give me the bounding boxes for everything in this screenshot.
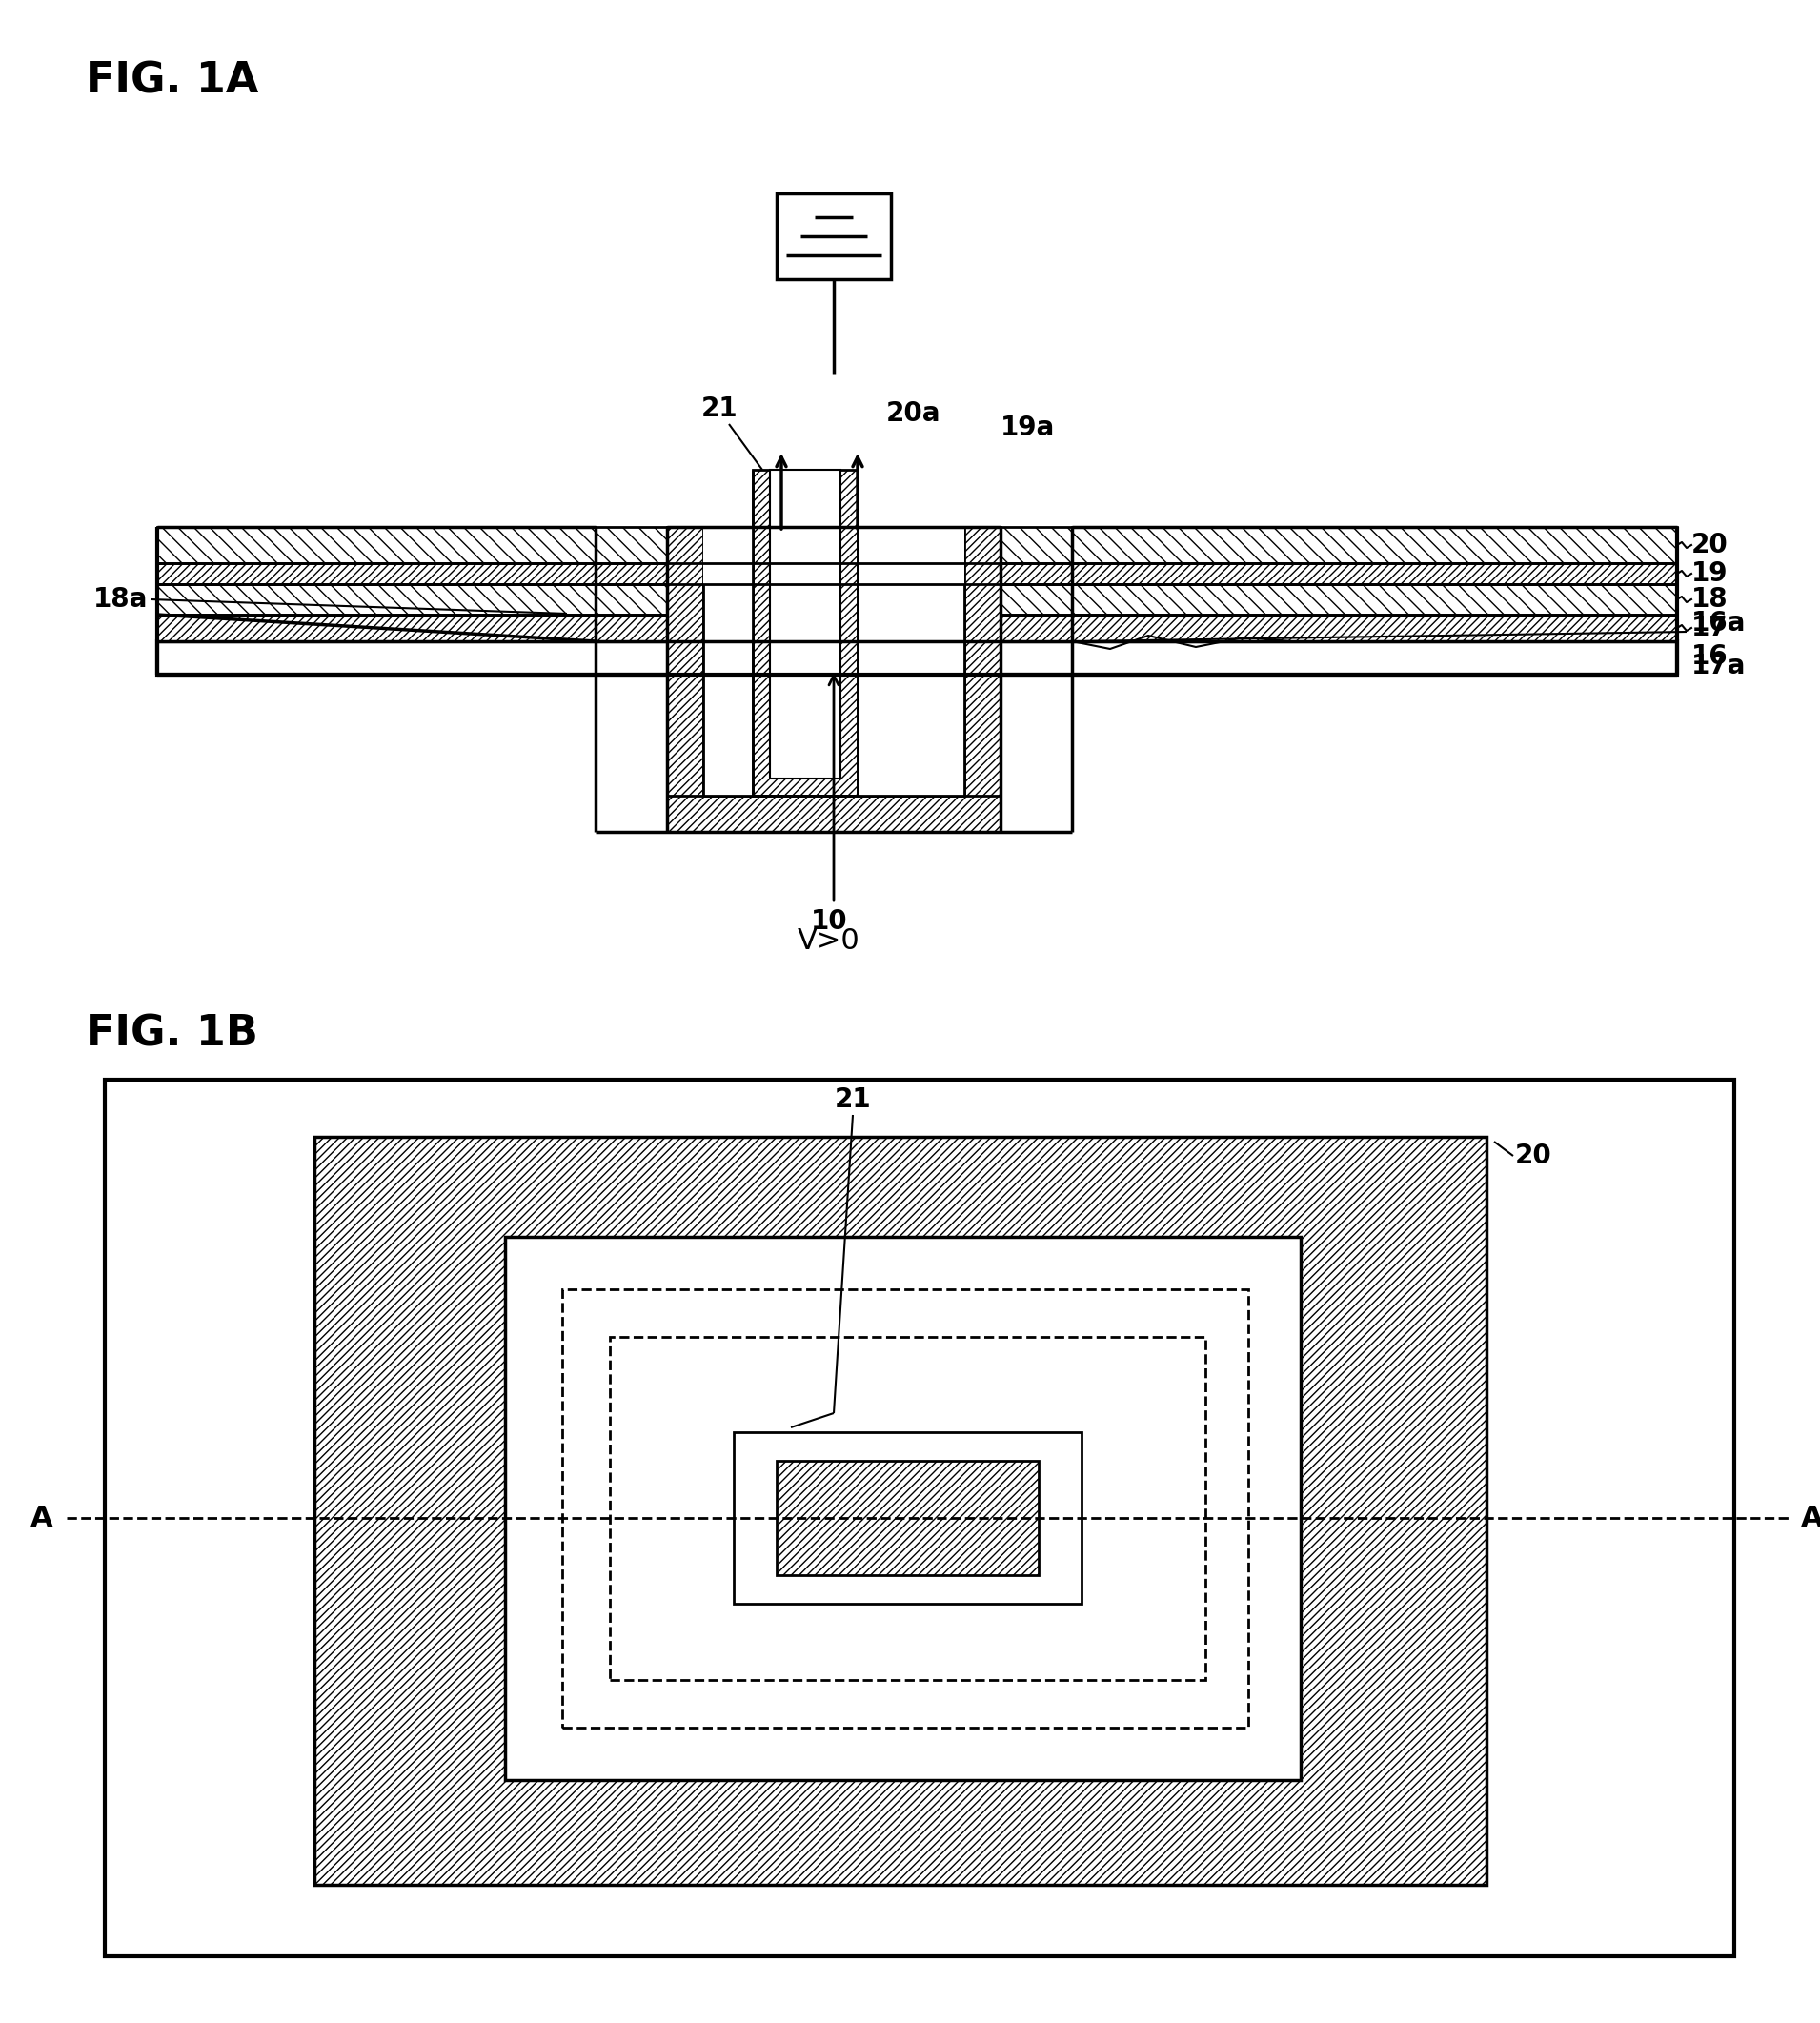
Bar [666,562,1001,585]
Text: 20: 20 [1691,532,1729,558]
Bar [157,585,595,615]
Bar [315,1137,1487,1885]
Bar [666,526,703,831]
Bar [595,526,666,562]
Text: 16: 16 [1691,643,1729,670]
Bar [610,1337,1205,1679]
Bar [777,194,892,279]
Bar [857,526,965,641]
Bar [965,526,1001,831]
Text: 18: 18 [1691,587,1729,613]
Bar [157,562,595,585]
Bar [595,615,666,641]
Text: V>0: V>0 [797,927,861,955]
Bar [1001,526,1072,562]
Bar [1001,615,1072,641]
Text: 17: 17 [1691,615,1729,641]
Bar [595,585,666,615]
Text: 17a: 17a [1691,653,1745,680]
Text: A: A [29,1505,53,1531]
Text: FIG. 1A: FIG. 1A [86,61,258,101]
Text: 21: 21 [834,1086,872,1113]
Bar [1072,562,1676,585]
Bar [753,469,857,795]
Text: 20a: 20a [886,401,941,427]
Text: FIG. 1B: FIG. 1B [86,1014,258,1054]
Text: 20: 20 [1514,1143,1552,1169]
Bar [703,585,965,641]
Text: 19a: 19a [1001,415,1056,441]
Text: 19: 19 [1691,560,1727,587]
Bar [595,562,666,585]
Bar [703,526,753,641]
Bar [1001,585,1072,615]
Bar [157,526,595,562]
Bar [1072,585,1676,615]
Bar [562,1289,1249,1728]
Bar [504,1236,1301,1780]
Text: 18a: 18a [93,587,147,613]
Bar [157,615,595,641]
Text: 10: 10 [810,908,848,935]
Bar [157,641,1676,674]
Bar [733,1432,1081,1604]
Bar [106,1080,1734,1956]
Bar [1072,615,1676,641]
Bar [666,526,1001,562]
Text: 16a: 16a [1691,609,1745,637]
Bar [777,1461,1039,1576]
Text: 21: 21 [701,394,737,423]
Bar [1001,562,1072,585]
Bar [770,469,841,779]
Bar [666,795,1001,831]
Bar [1072,526,1676,562]
Bar [703,641,965,795]
Text: A': A' [1802,1505,1820,1531]
